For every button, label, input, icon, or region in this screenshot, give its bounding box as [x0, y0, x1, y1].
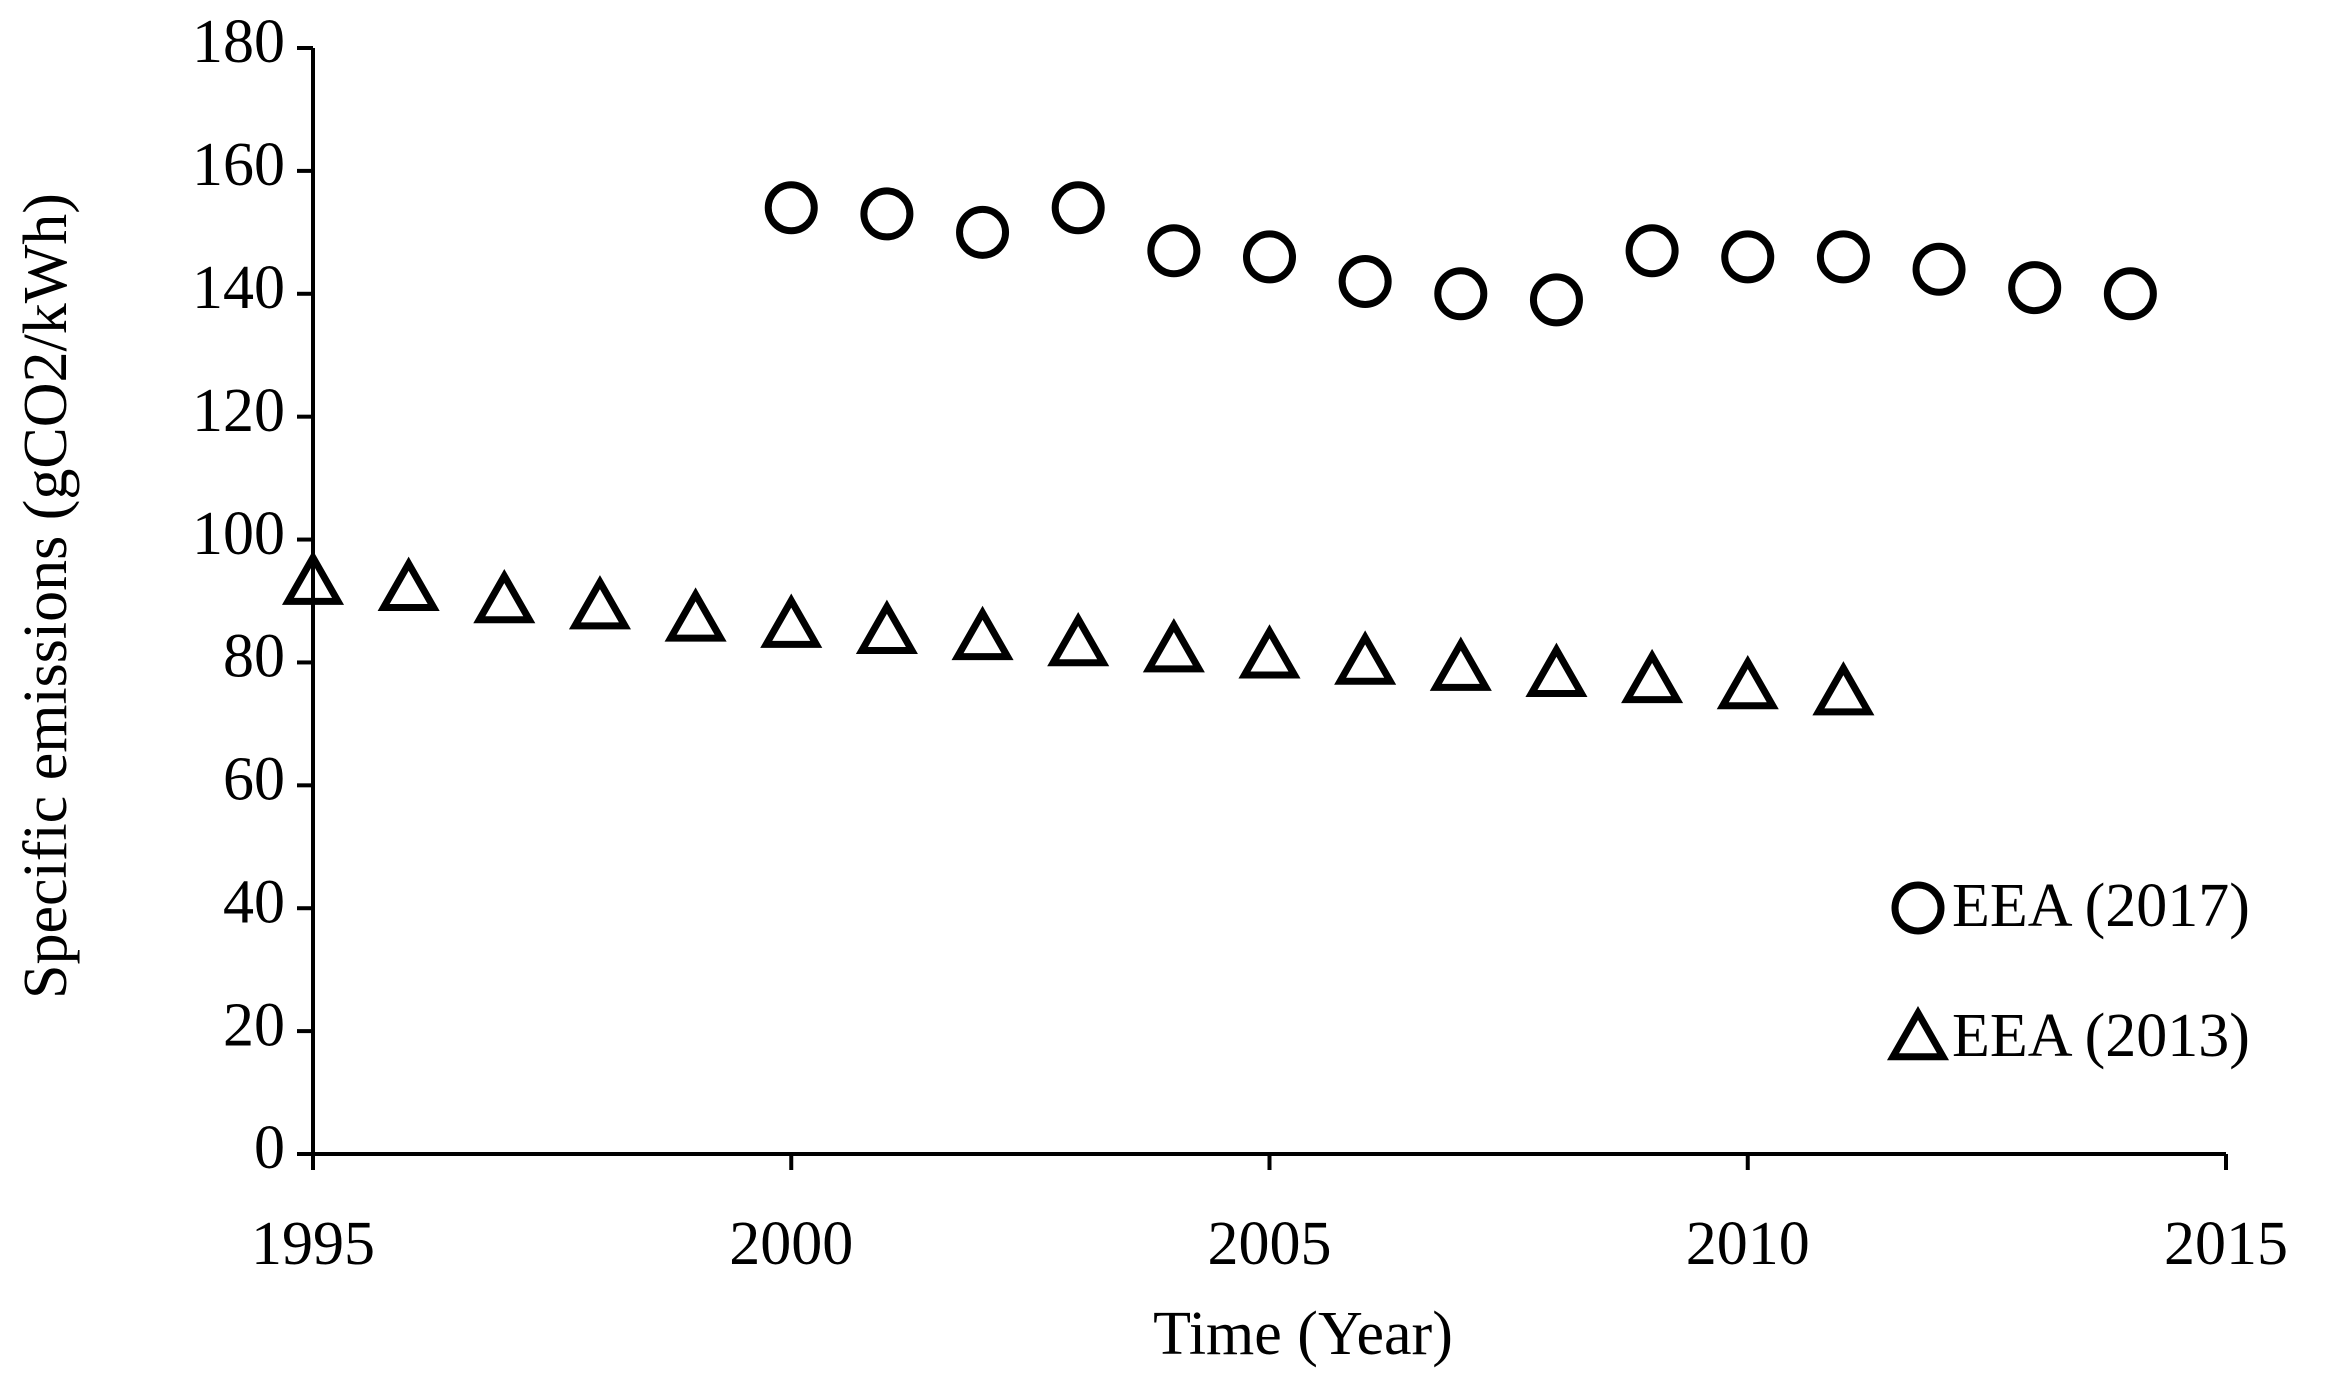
y-tick-label: 80 — [223, 623, 285, 691]
triangle-marker — [1429, 636, 1492, 691]
triangle-marker — [760, 593, 823, 648]
y-tick-label: 160 — [192, 131, 285, 199]
circle-marker — [1529, 273, 1583, 327]
triangle-marker — [951, 605, 1014, 661]
circle-marker — [1721, 230, 1775, 284]
triangle-marker — [1142, 618, 1205, 673]
triangle-marker — [473, 568, 536, 624]
y-tick-label: 140 — [192, 254, 285, 322]
circle-marker — [1625, 224, 1679, 278]
legend-marker — [1891, 881, 1945, 935]
circle-marker — [2008, 261, 2062, 315]
circle-marker — [860, 187, 914, 241]
triangle-marker — [664, 587, 727, 642]
triangle-marker — [281, 550, 345, 605]
triangle-marker — [377, 556, 440, 611]
circle-marker — [1434, 267, 1488, 321]
triangle-marker — [1525, 642, 1588, 697]
x-tick-label: 2010 — [1686, 1210, 1810, 1278]
y-tick-label: 20 — [223, 991, 285, 1059]
x-axis-title: Time (Year) — [1153, 1300, 1453, 1368]
circle-marker — [1243, 230, 1296, 284]
legend-marker — [1886, 1005, 1950, 1061]
triangle-marker — [1716, 654, 1779, 710]
y-tick-label: 100 — [192, 500, 285, 568]
triangle-marker — [855, 599, 918, 654]
legend-label: EEA (2013) — [1952, 1002, 2250, 1070]
triangle-marker — [568, 575, 631, 630]
triangle-marker — [1238, 624, 1301, 679]
x-tick-label: 2015 — [2164, 1210, 2288, 1278]
x-tick-label: 2005 — [1208, 1210, 1332, 1278]
circle-marker — [1147, 224, 1201, 278]
y-tick-label: 180 — [192, 8, 285, 76]
triangle-marker — [1334, 630, 1397, 685]
circle-marker — [764, 181, 818, 235]
y-tick-label: 120 — [192, 377, 285, 445]
circle-marker — [1051, 181, 1105, 235]
circle-marker — [1912, 242, 1966, 296]
legend-label: EEA (2017) — [1952, 872, 2250, 940]
triangle-marker — [1621, 648, 1684, 704]
y-tick-label: 40 — [223, 868, 285, 936]
circle-marker — [1338, 254, 1392, 308]
circle-marker — [956, 205, 1010, 259]
y-tick-label: 60 — [223, 746, 285, 814]
x-tick-label: 1995 — [251, 1210, 375, 1278]
y-tick-label: 0 — [254, 1114, 285, 1182]
circle-marker — [1816, 230, 1870, 284]
triangle-marker — [1047, 611, 1110, 667]
x-tick-label: 2000 — [729, 1210, 853, 1278]
y-axis-title: Specific emissions (gCO2/kWh) — [12, 193, 80, 999]
triangle-marker — [1812, 661, 1875, 716]
circle-marker — [2103, 267, 2157, 321]
